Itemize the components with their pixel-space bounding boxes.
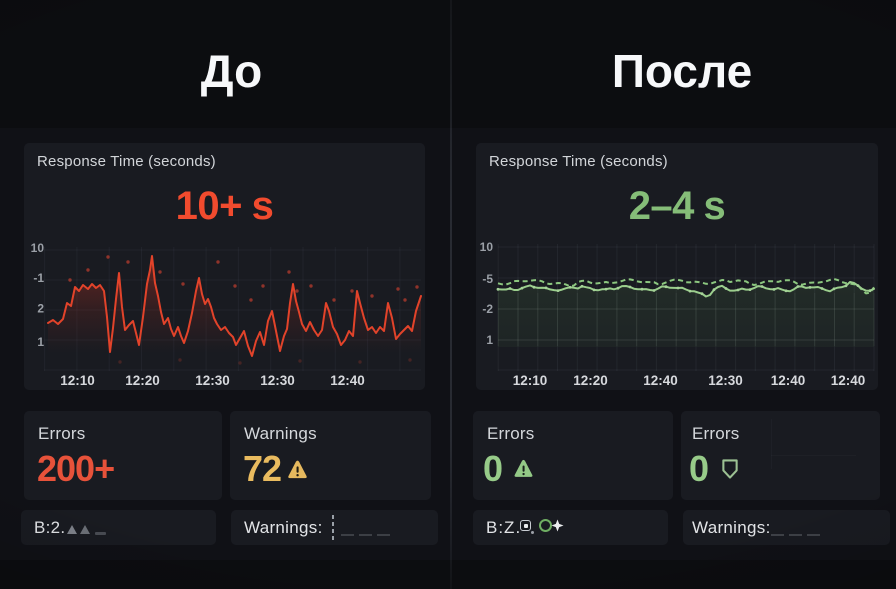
svg-text:12:10: 12:10 [513, 373, 548, 388]
svg-text:12:30: 12:30 [708, 373, 743, 388]
svg-text:-5: -5 [482, 272, 493, 286]
svg-text:-2: -2 [482, 302, 493, 316]
svg-text:1: 1 [37, 335, 44, 349]
svg-text:12:40: 12:40 [643, 373, 678, 388]
svg-text:12:20: 12:20 [573, 373, 608, 388]
svg-text:10: 10 [31, 241, 45, 255]
svg-text:12:40: 12:40 [771, 373, 806, 388]
svg-text:12:40: 12:40 [330, 373, 365, 388]
svg-text:12:30: 12:30 [195, 373, 230, 388]
svg-text:2: 2 [37, 302, 44, 316]
svg-text:12:10: 12:10 [60, 373, 95, 388]
svg-text:12:30: 12:30 [260, 373, 295, 388]
svg-text:10: 10 [480, 240, 494, 254]
svg-text:1: 1 [486, 333, 493, 347]
svg-text:-1: -1 [33, 271, 44, 285]
svg-text:12:20: 12:20 [125, 373, 160, 388]
svg-text:12:40: 12:40 [831, 373, 866, 388]
